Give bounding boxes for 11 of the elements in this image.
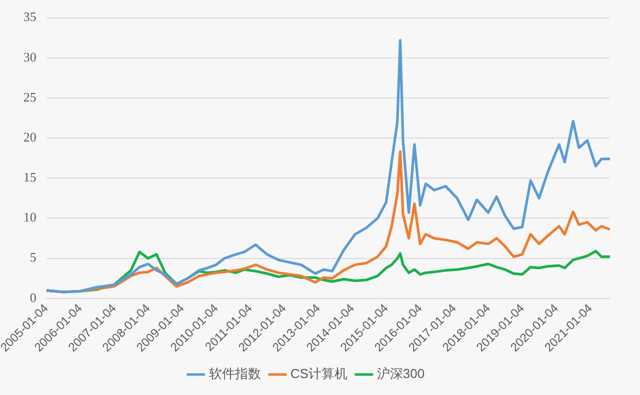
legend-label: CS计算机 [290, 366, 348, 382]
y-tick-label: 10 [23, 210, 36, 225]
legend-label: 软件指数 [208, 366, 261, 382]
y-tick-label: 5 [30, 250, 36, 265]
y-tick-label: 15 [23, 170, 36, 185]
y-tick-label: 35 [23, 9, 36, 24]
y-tick-label: 30 [23, 49, 36, 64]
y-tick-label: 0 [30, 290, 36, 305]
y-tick-label: 25 [23, 89, 36, 104]
y-tick-label: 20 [23, 129, 36, 144]
legend-label: 沪深300 [376, 366, 425, 382]
